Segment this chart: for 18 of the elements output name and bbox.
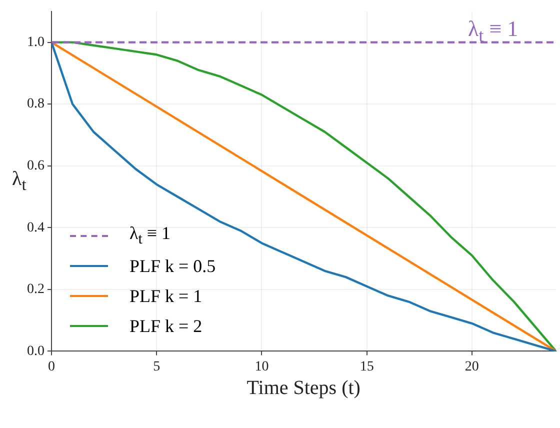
y-tick-label: 0.2 <box>27 282 44 298</box>
legend-label: PLF k = 0.5 <box>130 256 216 277</box>
legend-label: λ$_{t}$ ≡ 1 <box>130 223 171 249</box>
x-tick-label: 0 <box>48 359 55 374</box>
annotation: λ$_{t}$ ≡ 1 <box>468 16 518 47</box>
legend-label: PLF k = 2 <box>130 316 202 337</box>
x-tick-label: 5 <box>153 359 160 374</box>
x-tick-label: 15 <box>360 359 374 374</box>
y-tick-label: 1.0 <box>27 34 44 50</box>
x-tick-label: 10 <box>254 359 269 374</box>
x-axis-title: Time Steps (t) <box>246 377 360 400</box>
y-tick-label: 0.4 <box>27 220 44 236</box>
legend-label: PLF k = 1 <box>130 286 202 307</box>
y-tick-label: 0.0 <box>27 344 44 359</box>
y-axis-title: λ$_{t}$ <box>12 168 26 195</box>
y-tick-label: 0.6 <box>27 158 44 174</box>
y-tick-label: 0.8 <box>27 96 44 112</box>
x-tick-label: 20 <box>464 359 479 374</box>
